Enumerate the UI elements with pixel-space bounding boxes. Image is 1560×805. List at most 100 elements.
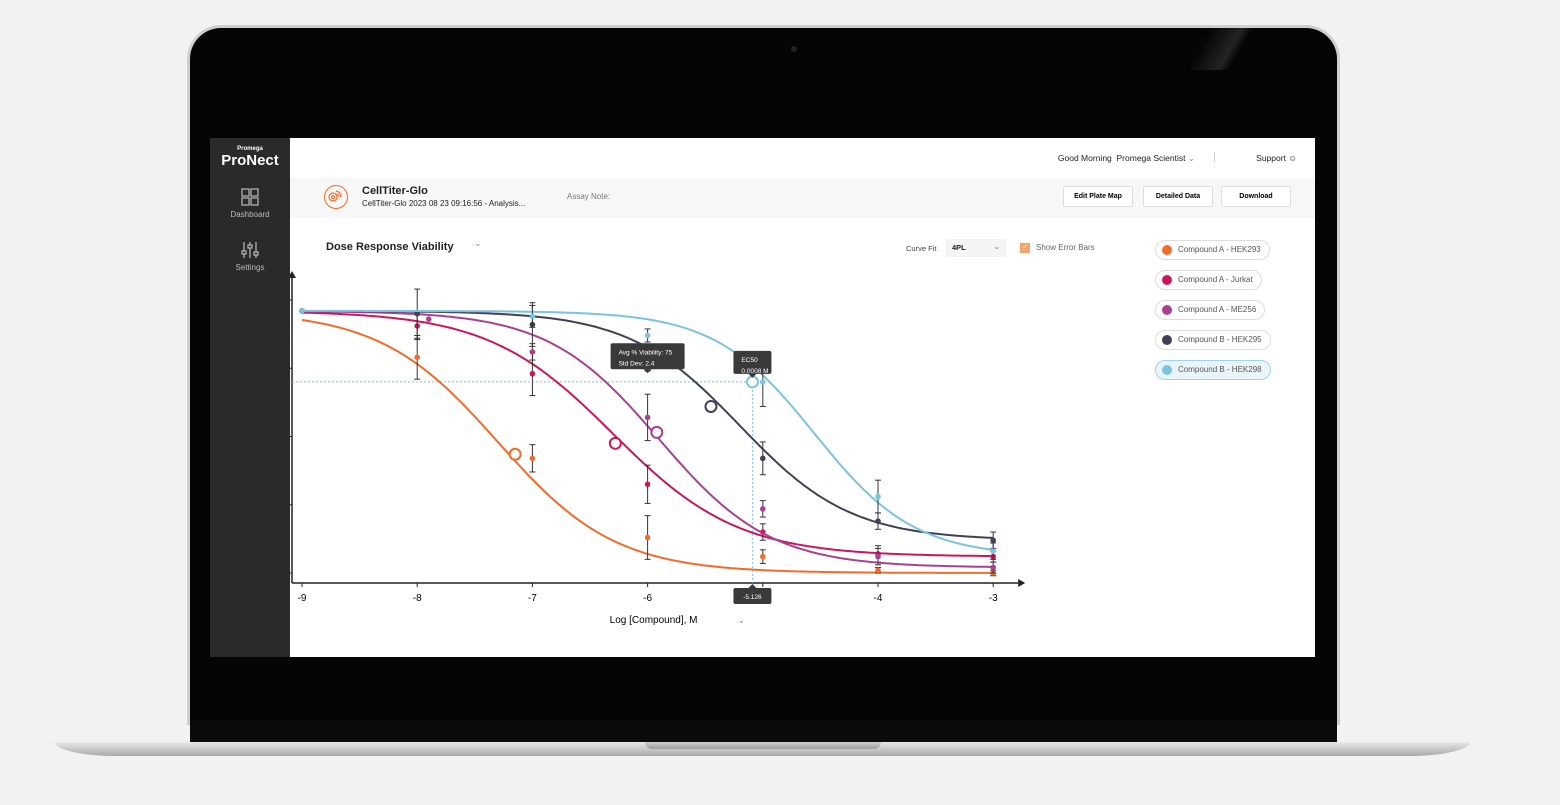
dose-response-chart: -9-8-7-6-5-4-30255075100Log [Compound], …: [290, 271, 1026, 626]
legend-item[interactable]: Compound B - HEK295: [1155, 330, 1271, 350]
data-point: [875, 553, 881, 560]
ec50-marker: [745, 375, 759, 389]
ec50-marker: [508, 447, 522, 461]
series-color-dot: [1162, 305, 1172, 315]
data-point: [990, 564, 996, 571]
data-point: [414, 310, 420, 317]
ec50-tooltip-text: EC50: [741, 357, 758, 364]
user-name: Promega Scientist: [1116, 153, 1186, 163]
sliders-icon: [241, 242, 259, 258]
app-screen: Promega ProNect Dashboard Settings Good …: [210, 138, 1315, 657]
data-point: [760, 553, 766, 560]
data-point: [644, 414, 651, 421]
laptop-chin: [190, 720, 1337, 744]
sidebar-item-label: Dashboard: [230, 210, 270, 219]
data-point: [644, 332, 651, 339]
data-point: [990, 537, 996, 544]
x-tick-label: -9: [298, 593, 307, 604]
chart-select-chevron-icon[interactable]: ⌄: [474, 238, 482, 248]
legend-item[interactable]: Compound B - HEK298: [1155, 360, 1271, 380]
support-link[interactable]: Support ☺: [1256, 153, 1297, 163]
data-point: [760, 455, 766, 462]
tooltip-pointer: [643, 369, 652, 374]
data-point: [875, 518, 881, 524]
legend-item[interactable]: Compound A - Jurkat: [1155, 270, 1262, 290]
series-color-dot: [1162, 275, 1172, 285]
ec50-marker: [650, 425, 664, 439]
sidebar-item-label: Settings: [235, 263, 265, 272]
x-tick-label: -4: [874, 593, 883, 604]
x-tick-label: -3: [989, 593, 998, 604]
x-axis-unit-chevron-icon: ⌄: [738, 615, 746, 625]
sidebar: Promega ProNect Dashboard Settings: [210, 138, 290, 657]
sidebar-item-settings[interactable]: Settings: [210, 241, 290, 272]
greeting: Good Morning: [1057, 153, 1112, 163]
series-color-dot: [1162, 245, 1172, 255]
legend-label: Compound A - HEK293: [1178, 245, 1261, 254]
user-menu[interactable]: Good Morning Promega Scientist ⌄: [1058, 153, 1195, 164]
x-tick-label: -6: [643, 593, 652, 604]
data-point: [644, 534, 651, 541]
edit-plate-map-button[interactable]: Edit Plate Map: [1063, 186, 1133, 207]
sidebar-item-dashboard[interactable]: Dashboard: [210, 188, 290, 219]
ec50-marker: [608, 436, 622, 450]
app-brand: ProNect: [221, 152, 279, 169]
assay-subtitle: CellTiter-Glo 2023 08 23 09:16:56 - Anal…: [362, 199, 526, 208]
legend-label: Compound B - HEK298: [1178, 365, 1262, 374]
series-color-dot: [1162, 335, 1172, 345]
point-tooltip-text: Std Dev: 2.4: [619, 360, 655, 367]
x-axis-label: Log [Compound], M: [610, 615, 698, 626]
divider: [1214, 152, 1215, 162]
error-bars-checkbox[interactable]: ✓: [1020, 243, 1030, 253]
data-point: [529, 349, 536, 355]
legend-label: Compound A - Jurkat: [1178, 275, 1253, 284]
laptop-notch: [645, 742, 881, 749]
curve-fit-label: Curve Fit: [906, 244, 937, 253]
x-tick-label: -8: [413, 593, 422, 604]
detailed-data-button[interactable]: Detailed Data: [1143, 186, 1213, 207]
data-point: [875, 493, 881, 500]
x-axis-arrow: [1018, 579, 1026, 587]
legend-item[interactable]: Compound A - HEK293: [1155, 240, 1270, 260]
data-point: [990, 548, 996, 554]
assay-note-label[interactable]: Assay Note:: [567, 192, 611, 201]
error-bars-label: Show Error Bars: [1036, 243, 1095, 252]
top-bar: Good Morning Promega Scientist ⌄ Support…: [290, 138, 1315, 178]
data-point: [299, 308, 305, 314]
download-button[interactable]: Download: [1221, 186, 1291, 207]
webcam: [791, 46, 797, 52]
ec50-tooltip-text: 0.0008 M: [741, 368, 768, 375]
data-point: [760, 506, 766, 512]
data-point: [529, 370, 536, 377]
y-axis-arrow: [290, 271, 296, 278]
curve-fit-value: 4PL: [952, 243, 966, 252]
x-value-marker-text: -5.126: [743, 594, 762, 601]
ec50-marker: [704, 399, 718, 413]
data-point: [414, 354, 420, 361]
series-color-dot: [1162, 365, 1172, 375]
legend-item[interactable]: Compound A - ME256: [1155, 300, 1266, 320]
promega-logo: Promega: [237, 146, 263, 152]
marker-pointer: [748, 584, 757, 588]
support-label: Support: [1256, 153, 1286, 163]
chevron-down-icon: ⌄: [993, 242, 1000, 251]
legend-label: Compound A - ME256: [1178, 305, 1257, 314]
data-point: [644, 481, 651, 488]
chart-title: Dose Response Viability: [326, 241, 454, 253]
point-tooltip-text: Avg % Viability: 75: [619, 349, 673, 356]
grid-icon: [241, 188, 259, 206]
legend-label: Compound B - HEK295: [1178, 335, 1262, 344]
point-tooltip: [610, 343, 685, 370]
x-value-marker: [733, 588, 772, 604]
laptop-base: [55, 742, 1470, 756]
bezel-glare: [1180, 28, 1260, 70]
x-tick-label: -7: [528, 593, 537, 604]
ec50-tooltip: [733, 350, 772, 374]
celltiter-logo-icon: [324, 185, 348, 209]
data-point: [425, 316, 432, 322]
curve-fit-select[interactable]: 4PL ⌄: [946, 239, 1006, 257]
data-point: [529, 313, 536, 320]
assay-title: CellTiter-Glo: [362, 185, 428, 197]
headset-icon: ☺: [1288, 153, 1297, 163]
data-point: [529, 455, 536, 462]
